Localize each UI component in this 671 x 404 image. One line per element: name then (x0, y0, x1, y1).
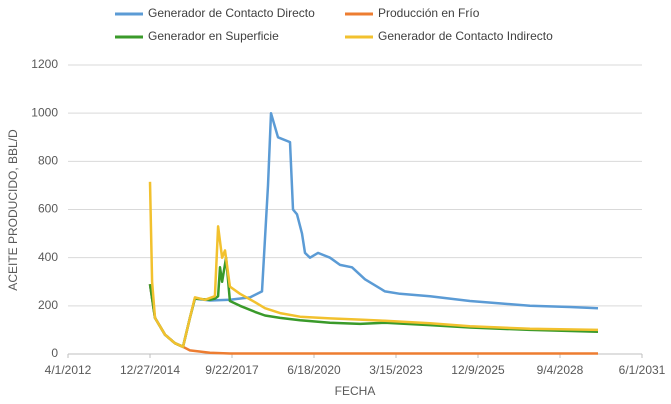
x-axis-label: FECHA (335, 384, 376, 398)
series-line (148, 181, 599, 349)
y-tick-label: 1000 (31, 105, 58, 119)
x-tick-label: 12/27/2014 (120, 363, 180, 377)
legend-label: Generador de Contacto Directo (148, 6, 315, 20)
legend-label: Generador en Superficie (148, 29, 279, 43)
y-tick-label: 400 (38, 250, 58, 264)
y-tick-label: 1200 (31, 57, 58, 71)
legend: Generador de Contacto Directo Producción … (115, 6, 553, 43)
y-tick-label: 800 (38, 154, 58, 168)
x-tick-label: 4/1/2012 (45, 363, 92, 377)
x-tick-label: 3/15/2023 (369, 363, 423, 377)
x-tick-label: 9/4/2028 (537, 363, 584, 377)
y-tick-label: 600 (38, 202, 58, 216)
legend-label: Producción en Frío (378, 6, 480, 20)
y-axis-label: ACEITE PRODUCIDO, BBL/D (6, 129, 20, 291)
x-tick-label: 9/22/2017 (205, 363, 259, 377)
y-tick-label: 200 (38, 298, 58, 312)
legend-label: Generador de Contacto Indirecto (378, 29, 553, 43)
x-tick-label: 6/18/2020 (287, 363, 341, 377)
x-tick-label: 6/1/2031 (619, 363, 666, 377)
y-tick-label: 0 (51, 346, 58, 360)
x-tick-label: 12/9/2025 (451, 363, 505, 377)
